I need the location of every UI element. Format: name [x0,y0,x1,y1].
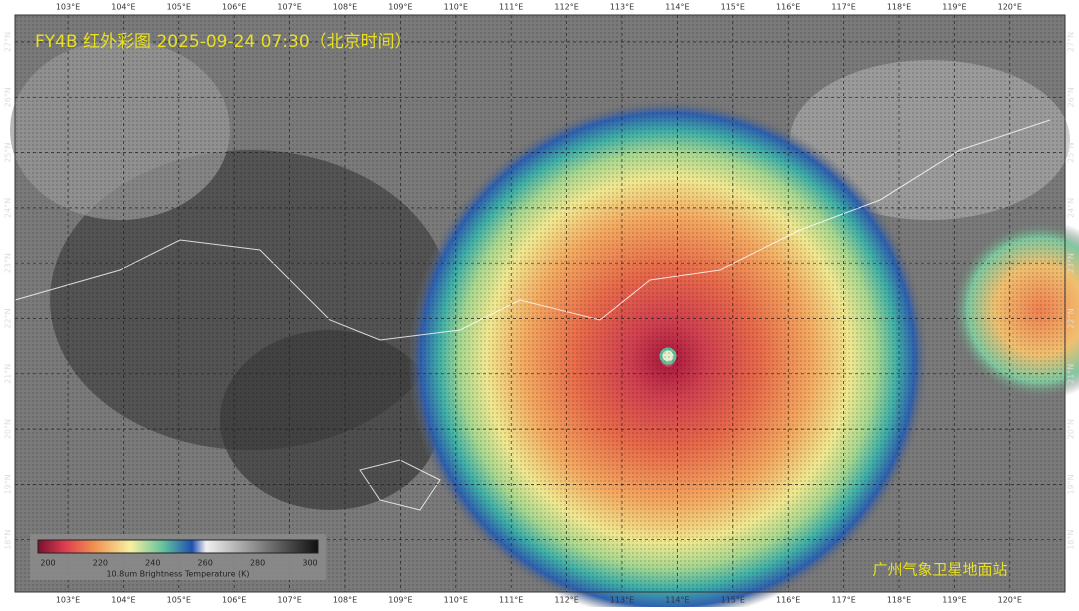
latitude-label: 24°N [4,198,13,218]
latitude-label: 18°N [4,530,13,550]
longitude-label: 114°E [665,3,689,12]
latitude-label: 26°N [1067,87,1076,107]
longitude-label: 120°E [998,3,1022,12]
longitude-label: 112°E [554,3,578,12]
longitude-label: 110°E [444,3,468,12]
coastline [14,119,1051,341]
longitude-label: 108°E [333,3,357,12]
longitude-label: 118°E [887,3,911,12]
longitude-label: 116°E [776,3,800,12]
longitude-label: 118°E [887,596,911,605]
longitude-label: 116°E [776,596,800,605]
longitude-label: 115°E [721,3,745,12]
colorbar-tick-label: 240 [145,559,160,568]
longitude-label: 104°E [111,3,135,12]
latitude-label: 18°N [1067,530,1076,550]
longitude-label: 107°E [277,596,301,605]
longitude-label: 109°E [388,3,412,12]
colorbar-scale [37,539,319,554]
colorbar-tick-label: 260 [198,559,213,568]
latitude-label: 23°N [1067,253,1076,273]
longitude-label: 108°E [333,596,357,605]
longitude-label: 113°E [610,3,634,12]
longitude-label: 110°E [444,596,468,605]
latitude-label: 21°N [1067,364,1076,384]
longitude-label: 119°E [942,3,966,12]
longitude-label: 104°E [111,596,135,605]
longitude-label: 117°E [831,3,855,12]
colorbar-tick-label: 220 [93,559,108,568]
longitude-label: 117°E [831,596,855,605]
latitude-label: 24°N [1067,198,1076,218]
latitude-label: 19°N [4,474,13,494]
longitude-label: 106°E [222,3,246,12]
title: FY4B 红外彩图 2025-09-24 07:30（北京时间） [35,32,412,52]
longitude-label: 105°E [167,596,191,605]
longitude-label: 109°E [388,596,412,605]
longitude-label: 120°E [998,596,1022,605]
longitude-label: 111°E [499,3,523,12]
colorbar: 10.8um Brightness Temperature (K) 200 220… [30,534,326,580]
latitude-label: 21°N [4,364,13,384]
longitude-label: 112°E [554,596,578,605]
longitude-label: 106°E [222,596,246,605]
map-frame [14,14,1066,593]
latitude-label: 20°N [1067,419,1076,439]
watermark: 广州气象卫星地面站 [872,561,1007,579]
longitude-label: 111°E [499,596,523,605]
longitude-label: 114°E [665,596,689,605]
longitude-label: 113°E [610,596,634,605]
longitude-label: 115°E [721,596,745,605]
hainan-outline [359,459,441,511]
latitude-label: 20°N [4,419,13,439]
colorbar-label: 10.8um Brightness Temperature (K) [106,570,249,579]
longitude-label: 103°E [56,3,80,12]
colorbar-tick-label: 200 [40,559,55,568]
latitude-label: 23°N [4,253,13,273]
latitude-label: 25°N [4,143,13,163]
longitude-label: 105°E [167,3,191,12]
latitude-label: 25°N [1067,143,1076,163]
latitude-label: 19°N [1067,474,1076,494]
longitude-label: 103°E [56,596,80,605]
longitude-label: 107°E [277,3,301,12]
longitude-label: 119°E [942,596,966,605]
latitude-label: 27°N [1067,32,1076,52]
latitude-label: 22°N [1067,308,1076,328]
latitude-label: 22°N [4,308,13,328]
colorbar-tick-label: 280 [250,559,265,568]
latitude-label: 26°N [4,87,13,107]
latitude-label: 27°N [4,32,13,52]
graticule [15,15,1065,592]
pixel-texture [15,15,1065,592]
colorbar-tick-label: 300 [302,559,317,568]
